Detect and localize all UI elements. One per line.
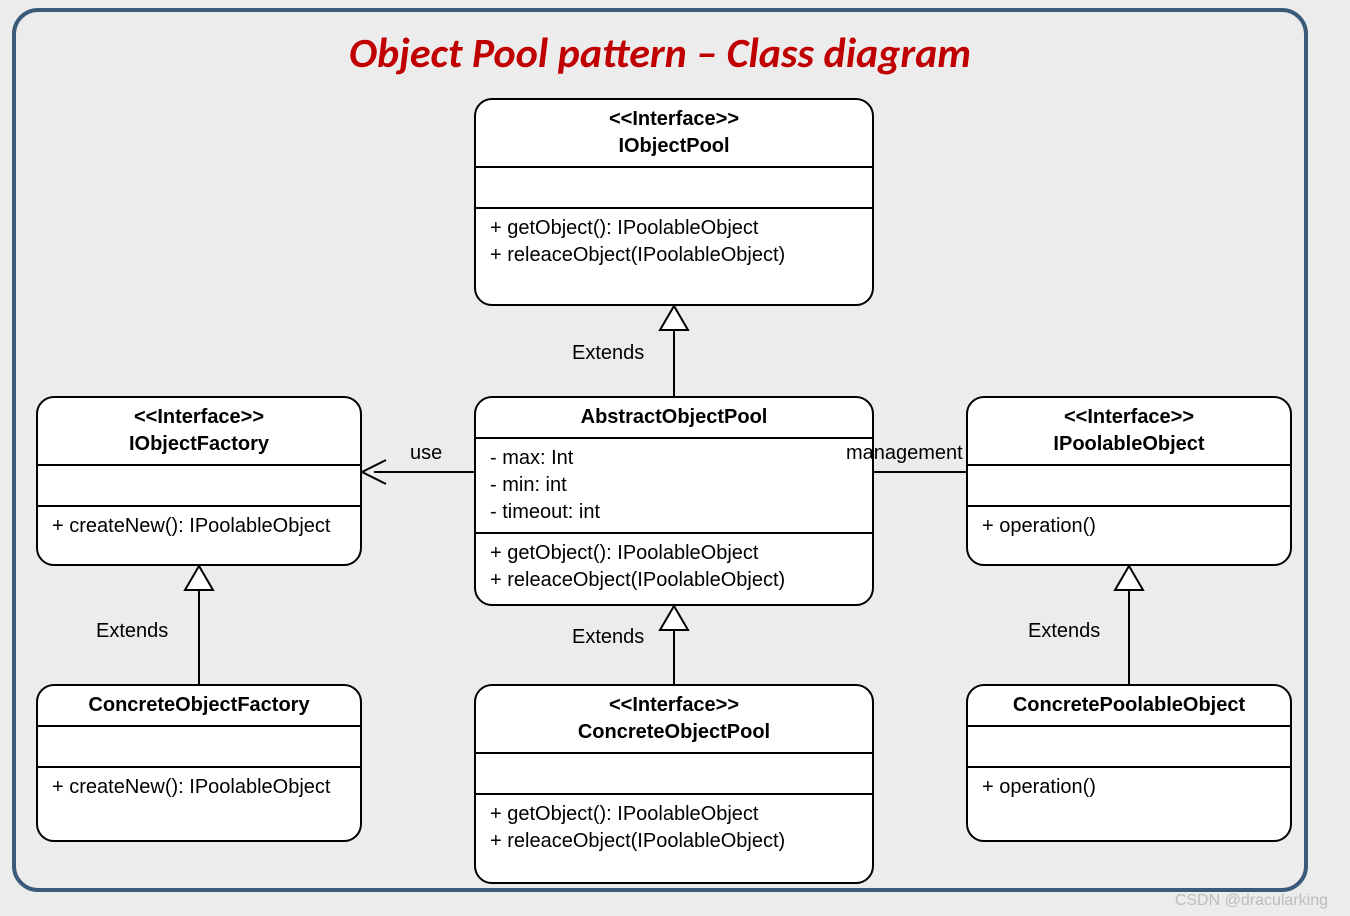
node-abstractobjectpool: AbstractObjectPool - max: Int - min: int… bbox=[474, 396, 874, 606]
attribute: - min: int bbox=[490, 472, 858, 499]
attributes-empty bbox=[38, 727, 360, 768]
class-name: ConcretePoolableObject bbox=[982, 692, 1276, 719]
attribute: - timeout: int bbox=[490, 499, 858, 526]
class-name: AbstractObjectPool bbox=[490, 404, 858, 431]
attributes-empty bbox=[968, 727, 1290, 768]
operation: + releaceObject(IPoolableObject) bbox=[490, 242, 858, 269]
label-extends: Extends bbox=[96, 620, 168, 643]
node-iobjectfactory: <<Interface>> IObjectFactory + createNew… bbox=[36, 396, 362, 566]
operation: + getObject(): IPoolableObject bbox=[490, 215, 858, 242]
operation: + createNew(): IPoolableObject bbox=[52, 774, 346, 801]
node-concreteobjectpool: <<Interface>> ConcreteObjectPool + getOb… bbox=[474, 684, 874, 884]
attribute: - max: Int bbox=[490, 445, 858, 472]
stereotype: <<Interface>> bbox=[490, 106, 858, 133]
operation: + createNew(): IPoolableObject bbox=[52, 513, 346, 540]
attributes-empty bbox=[476, 754, 872, 795]
node-ipoolableobject: <<Interface>> IPoolableObject + operatio… bbox=[966, 396, 1292, 566]
operation: + getObject(): IPoolableObject bbox=[490, 801, 858, 828]
diagram-frame: Object Pool pattern – Class diagram <<In… bbox=[12, 8, 1308, 892]
node-concreteobjectfactory: ConcreteObjectFactory + createNew(): IPo… bbox=[36, 684, 362, 842]
node-concretepoolableobject: ConcretePoolableObject + operation() bbox=[966, 684, 1292, 842]
class-name: ConcreteObjectFactory bbox=[52, 692, 346, 719]
label-extends: Extends bbox=[572, 626, 644, 649]
diagram-title: Object Pool pattern – Class diagram bbox=[16, 28, 1304, 79]
watermark: CSDN @dracularking bbox=[1175, 892, 1328, 910]
label-management: management bbox=[846, 442, 963, 465]
node-iobjectpool: <<Interface>> IObjectPool + getObject():… bbox=[474, 98, 874, 306]
operation: + operation() bbox=[982, 774, 1276, 801]
stereotype: <<Interface>> bbox=[52, 404, 346, 431]
class-name: IPoolableObject bbox=[982, 431, 1276, 458]
attributes-empty bbox=[968, 466, 1290, 507]
label-use: use bbox=[410, 442, 442, 465]
attributes-empty bbox=[476, 168, 872, 209]
class-name: ConcreteObjectPool bbox=[490, 719, 858, 746]
operation: + getObject(): IPoolableObject bbox=[490, 540, 858, 567]
class-name: IObjectFactory bbox=[52, 431, 346, 458]
label-extends: Extends bbox=[572, 342, 644, 365]
label-extends: Extends bbox=[1028, 620, 1100, 643]
class-name: IObjectPool bbox=[490, 133, 858, 160]
stereotype: <<Interface>> bbox=[490, 692, 858, 719]
operation: + releaceObject(IPoolableObject) bbox=[490, 828, 858, 855]
operation: + releaceObject(IPoolableObject) bbox=[490, 567, 858, 594]
operation: + operation() bbox=[982, 513, 1276, 540]
attributes-empty bbox=[38, 466, 360, 507]
stereotype: <<Interface>> bbox=[982, 404, 1276, 431]
